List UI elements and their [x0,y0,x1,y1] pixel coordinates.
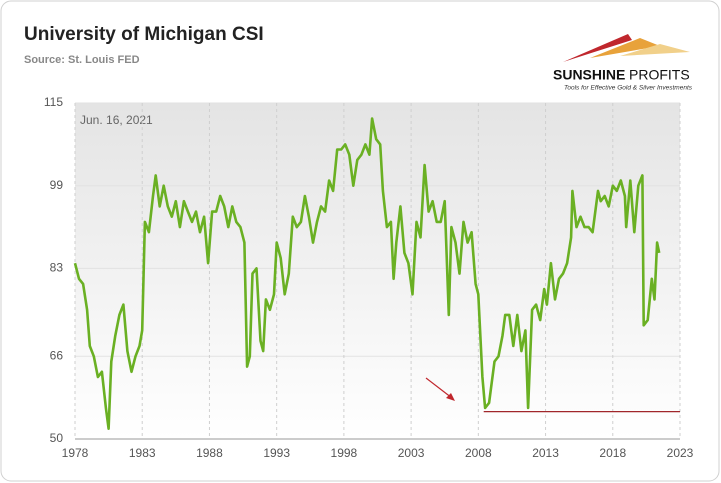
x-tick-label: 2023 [667,446,694,460]
logo-brand: SUNSHINE [553,67,625,83]
x-tick-label: 1988 [196,446,223,460]
y-tick-label: 99 [50,178,64,192]
annotation: Jun. 16, 2021 [80,113,153,127]
logo-swoosh [563,34,632,62]
y-tick-label: 50 [50,431,64,445]
logo-swoosh [590,38,660,58]
x-tick-label: 1993 [263,446,290,460]
logo-tagline: Tools for Effective Gold & Silver Invest… [564,85,693,92]
source: Source: St. Louis FED [24,54,140,66]
plot-area [75,103,680,439]
data-line [73,117,661,430]
y-tick-label: 83 [50,261,64,275]
y-tick-label: 66 [50,348,64,362]
logo-swoosh [620,44,690,56]
logo: SUNSHINE PROFITS Tools for Effective Gol… [553,34,693,92]
chart-title: University of Michigan CSI [24,24,264,45]
x-tick-label: 2018 [599,446,626,460]
x-tick-label: 2008 [465,446,492,460]
x-tick-label: 1978 [62,446,89,460]
x-tick-label: 2003 [398,446,425,460]
arrow [425,377,455,401]
y-tick-label: 115 [44,95,63,109]
x-tick-label: 1983 [129,446,156,460]
x-tick-label: 2013 [532,446,559,460]
logo-brand: PROFITS [629,67,690,83]
x-tick-label: 1998 [331,446,358,460]
